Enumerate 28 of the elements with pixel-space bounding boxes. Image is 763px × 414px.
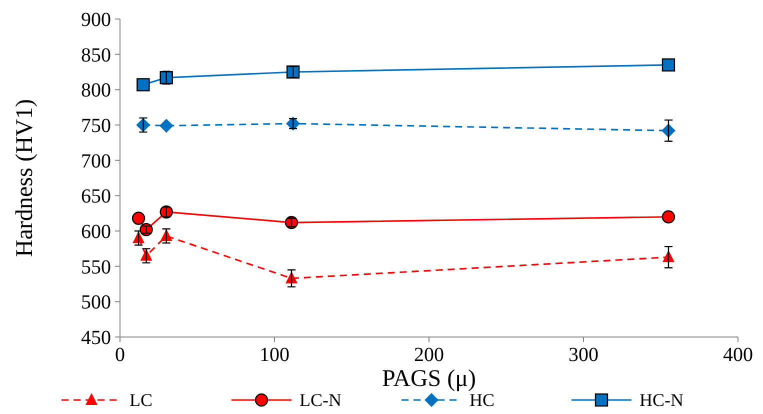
y-tick-label: 450 (81, 327, 111, 349)
legend-label: LC (130, 390, 153, 410)
y-axis-title: Hardness (HV1) (12, 99, 38, 257)
legend-label: LC-N (300, 390, 342, 410)
point (136, 78, 150, 92)
x-tick-label: 200 (414, 344, 444, 366)
point (159, 118, 174, 133)
legend-label: HC-N (640, 390, 684, 410)
x-tick-label: 300 (568, 344, 598, 366)
point (662, 58, 676, 72)
y-tick-label: 500 (81, 292, 111, 314)
point (132, 212, 146, 225)
point (662, 210, 676, 224)
y-tick-label: 550 (81, 256, 111, 278)
legend-label: HC (470, 390, 495, 410)
point (140, 222, 153, 236)
y-tick-label: 650 (81, 186, 111, 208)
point (286, 116, 300, 131)
y-tick-label: 700 (81, 150, 111, 172)
y-tick-label: 750 (81, 115, 111, 137)
x-tick-label: 100 (260, 344, 290, 366)
x-tick-label: 400 (723, 344, 753, 366)
x-tick-label: 0 (115, 344, 125, 366)
y-tick-label: 800 (81, 80, 111, 102)
y-tick-label: 850 (81, 44, 111, 66)
y-tick-label: 900 (81, 9, 111, 31)
x-axis-title: PAGS (μ) (382, 366, 476, 392)
y-tick-label: 600 (81, 221, 111, 243)
